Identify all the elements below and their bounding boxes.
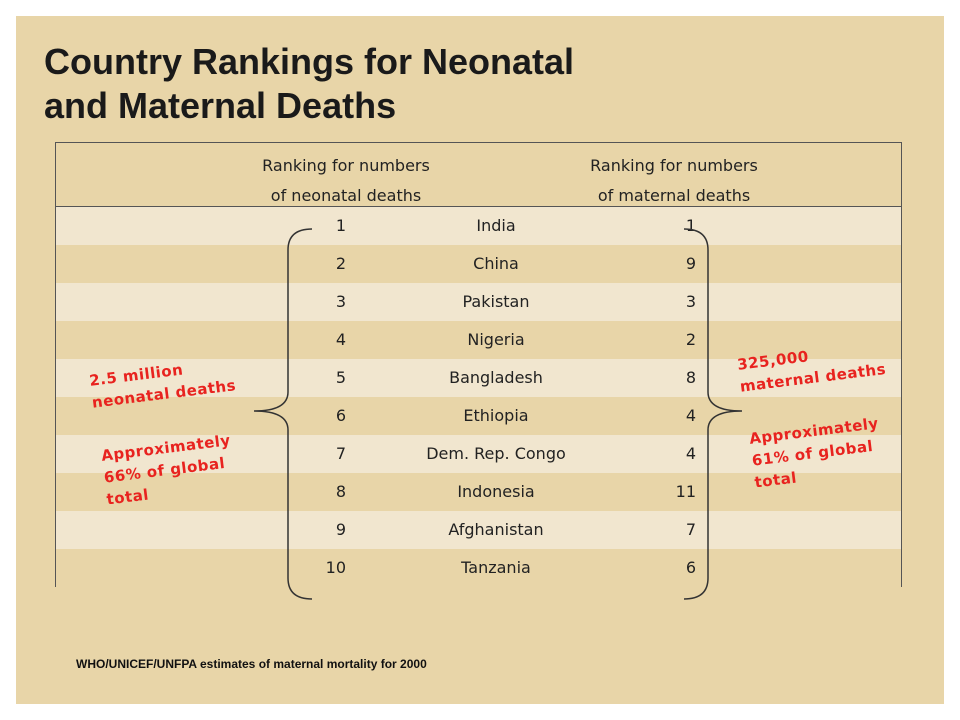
header-maternal: Ranking for numbers of maternal deaths bbox=[534, 151, 814, 211]
table-row: 9 Afghanistan 7 bbox=[56, 511, 901, 549]
neonatal-rank: 7 bbox=[335, 444, 346, 463]
maternal-rank: 2 bbox=[685, 330, 696, 349]
maternal-rank: 4 bbox=[685, 406, 696, 425]
neonatal-rank: 9 bbox=[335, 520, 346, 539]
table-row: 8 Indonesia 11 bbox=[56, 473, 901, 511]
neonatal-rank: 8 bbox=[335, 482, 346, 501]
neonatal-rank: 2 bbox=[335, 254, 346, 273]
table-row: 5 Bangladesh 8 bbox=[56, 359, 901, 397]
rankings-table: Ranking for numbers of neonatal deaths R… bbox=[55, 142, 902, 587]
table-row: 7 Dem. Rep. Congo 4 bbox=[56, 435, 901, 473]
header-neonatal: Ranking for numbers of neonatal deaths bbox=[206, 151, 486, 211]
maternal-rank: 7 bbox=[685, 520, 696, 539]
maternal-rank: 8 bbox=[685, 368, 696, 387]
table-row: 3 Pakistan 3 bbox=[56, 283, 901, 321]
maternal-rank: 4 bbox=[685, 444, 696, 463]
neonatal-rank: 6 bbox=[335, 406, 346, 425]
neonatal-rank: 10 bbox=[325, 558, 346, 577]
title-line-2: and Maternal Deaths bbox=[44, 85, 397, 126]
table-row: 6 Ethiopia 4 bbox=[56, 397, 901, 435]
header-neonatal-line-2: of neonatal deaths bbox=[270, 186, 422, 205]
country-name: Afghanistan bbox=[448, 520, 544, 539]
table-row: 10 Tanzania 6 bbox=[56, 549, 901, 587]
country-name: Nigeria bbox=[467, 330, 525, 349]
country-name: Bangladesh bbox=[449, 368, 543, 387]
left-brace bbox=[253, 228, 313, 600]
maternal-rank: 3 bbox=[685, 292, 696, 311]
right-brace bbox=[683, 228, 743, 600]
maternal-rank: 1 bbox=[685, 216, 696, 235]
neonatal-rank: 5 bbox=[335, 368, 346, 387]
title-line-1: Country Rankings for Neonatal bbox=[44, 41, 575, 82]
header-maternal-line-2: of maternal deaths bbox=[597, 186, 751, 205]
table-row: 1 India 1 bbox=[56, 207, 901, 245]
header-maternal-line-1: Ranking for numbers bbox=[590, 156, 758, 175]
table-row: 4 Nigeria 2 bbox=[56, 321, 901, 359]
page-title: Country Rankings for Neonatal and Matern… bbox=[44, 40, 744, 128]
source-note: WHO/UNICEF/UNFPA estimates of maternal m… bbox=[76, 657, 427, 671]
country-name: Pakistan bbox=[462, 292, 530, 311]
neonatal-rank: 3 bbox=[335, 292, 346, 311]
table-row: 2 China 9 bbox=[56, 245, 901, 283]
maternal-rank: 6 bbox=[685, 558, 696, 577]
maternal-rank: 11 bbox=[675, 482, 696, 501]
neonatal-rank: 4 bbox=[335, 330, 346, 349]
header-neonatal-line-1: Ranking for numbers bbox=[262, 156, 430, 175]
country-name: China bbox=[473, 254, 519, 273]
table-header: Ranking for numbers of neonatal deaths R… bbox=[56, 143, 901, 207]
maternal-rank: 9 bbox=[685, 254, 696, 273]
country-name: Tanzania bbox=[461, 558, 531, 577]
country-name: Ethiopia bbox=[463, 406, 529, 425]
country-name: Indonesia bbox=[457, 482, 535, 501]
country-name: Dem. Rep. Congo bbox=[426, 444, 566, 463]
table-body: 1 India 1 2 China 9 3 Pakistan 3 4 Niger… bbox=[56, 207, 901, 587]
country-name: India bbox=[476, 216, 516, 235]
neonatal-rank: 1 bbox=[335, 216, 346, 235]
